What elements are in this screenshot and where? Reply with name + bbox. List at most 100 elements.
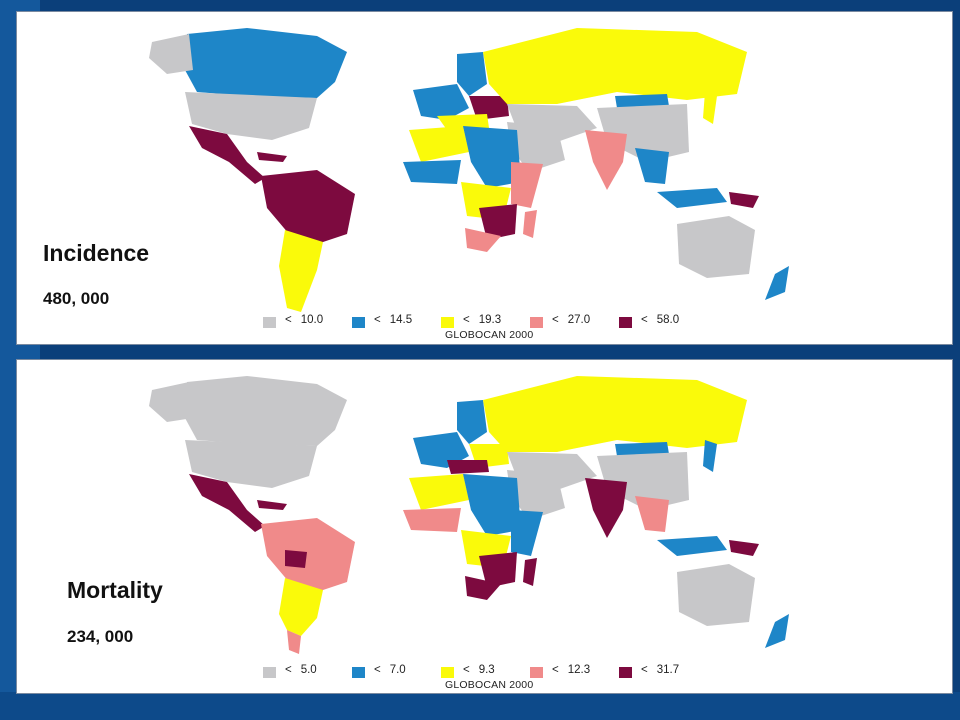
legend-symbol: < <box>641 664 648 676</box>
region-russia <box>483 28 747 104</box>
region-indonesia <box>657 536 727 556</box>
legend-threshold: 7.0 <box>389 664 406 676</box>
region-mongolia <box>615 442 669 456</box>
region-mongolia <box>615 94 669 108</box>
region-usa <box>185 92 317 140</box>
region-japan <box>703 92 717 124</box>
legend-symbol: < <box>641 314 648 326</box>
region-western-europe <box>413 432 469 468</box>
region-southern-cone <box>279 230 323 312</box>
legend-symbol: < <box>552 664 559 676</box>
legend-label: <14.5 <box>374 314 412 326</box>
region-southern-africa <box>479 552 517 588</box>
region-northern-south-america <box>261 518 355 592</box>
region-southern-europe <box>437 114 489 130</box>
region-png <box>729 540 759 556</box>
legend-swatch <box>441 667 454 678</box>
region-middle-east <box>507 122 565 172</box>
region-australia <box>677 564 755 626</box>
legend-label: <7.0 <box>374 664 406 676</box>
legend-swatch <box>352 317 365 328</box>
region-bolivia <box>285 550 307 568</box>
legend-swatch <box>263 317 276 328</box>
region-alaska <box>149 382 193 422</box>
legend-label: <58.0 <box>641 314 679 326</box>
legend-threshold: 14.5 <box>389 314 413 326</box>
legend-swatch <box>530 667 543 678</box>
region-madagascar <box>523 210 537 238</box>
region-south-africa <box>465 576 501 600</box>
legend-threshold: 31.7 <box>656 664 680 676</box>
region-south-africa <box>465 228 501 252</box>
incidence-map-panel: Incidence 480, 000 <10.0 <14.5 <19.3 <27.0 <… <box>16 11 953 345</box>
mortality-world-map <box>17 360 952 693</box>
legend-symbol: < <box>285 664 292 676</box>
legend-swatch <box>441 317 454 328</box>
region-new-zealand <box>765 614 789 648</box>
region-alaska <box>149 34 193 74</box>
legend-symbol: < <box>285 314 292 326</box>
region-caribbean <box>257 152 287 162</box>
legend-swatch <box>619 317 632 328</box>
region-northeast-africa <box>463 474 521 536</box>
region-india <box>585 130 627 190</box>
region-patagonia <box>287 630 301 654</box>
region-russia <box>483 376 747 452</box>
region-caribbean <box>257 500 287 510</box>
legend-label: <27.0 <box>552 314 590 326</box>
region-northeast-africa <box>463 126 521 188</box>
region-madagascar <box>523 558 537 586</box>
region-west-africa <box>403 160 461 184</box>
legend-swatch <box>530 317 543 328</box>
region-southern-cone <box>279 578 323 636</box>
legend-symbol: < <box>463 664 470 676</box>
region-usa <box>185 440 317 488</box>
region-scandinavia <box>457 52 487 96</box>
incidence-value: 480, 000 <box>43 289 110 308</box>
legend-label: <12.3 <box>552 664 590 676</box>
legend-label: <10.0 <box>285 314 323 326</box>
legend-label: <9.3 <box>463 664 495 676</box>
legend-label: <31.7 <box>641 664 679 676</box>
incidence-world-map <box>17 12 952 344</box>
legend-label: <5.0 <box>285 664 317 676</box>
legend-threshold: 9.3 <box>478 664 495 676</box>
region-mexico-central-america <box>189 474 265 532</box>
legend-symbol: < <box>552 314 559 326</box>
legend-threshold: 5.0 <box>300 664 317 676</box>
legend-threshold: 12.3 <box>567 664 591 676</box>
region-canada <box>185 376 347 446</box>
region-new-zealand <box>765 266 789 300</box>
incidence-title: Incidence <box>43 240 150 266</box>
mortality-map-panel: Mortality 234, 000 <5.0 <7.0 <9.3 <12.3 <31.… <box>16 359 953 694</box>
region-middle-east <box>507 470 565 520</box>
region-indonesia <box>657 188 727 208</box>
background-band-bottom <box>0 692 960 720</box>
region-southern-europe <box>447 460 489 474</box>
legend-threshold: 27.0 <box>567 314 591 326</box>
legend-threshold: 10.0 <box>300 314 324 326</box>
region-eastern-europe <box>469 96 509 120</box>
mortality-source-label: GLOBOCAN 2000 <box>445 679 534 691</box>
legend-swatch <box>619 667 632 678</box>
mortality-value: 234, 000 <box>67 627 134 646</box>
region-southern-africa <box>479 204 517 240</box>
incidence-source-label: GLOBOCAN 2000 <box>445 329 534 341</box>
region-southeast-asia <box>635 496 669 532</box>
region-australia <box>677 216 755 278</box>
legend-symbol: < <box>463 314 470 326</box>
legend-label: <19.3 <box>463 314 501 326</box>
region-southeast-asia <box>635 148 669 184</box>
region-western-europe <box>413 84 469 120</box>
region-scandinavia <box>457 400 487 444</box>
region-png <box>729 192 759 208</box>
region-india <box>585 478 627 538</box>
legend-swatch <box>352 667 365 678</box>
region-east-africa <box>511 162 543 208</box>
region-north-africa <box>409 126 469 162</box>
region-west-africa <box>403 508 461 532</box>
region-japan <box>703 440 717 472</box>
region-east-africa <box>511 510 543 556</box>
mortality-title: Mortality <box>67 577 163 603</box>
legend-symbol: < <box>374 664 381 676</box>
